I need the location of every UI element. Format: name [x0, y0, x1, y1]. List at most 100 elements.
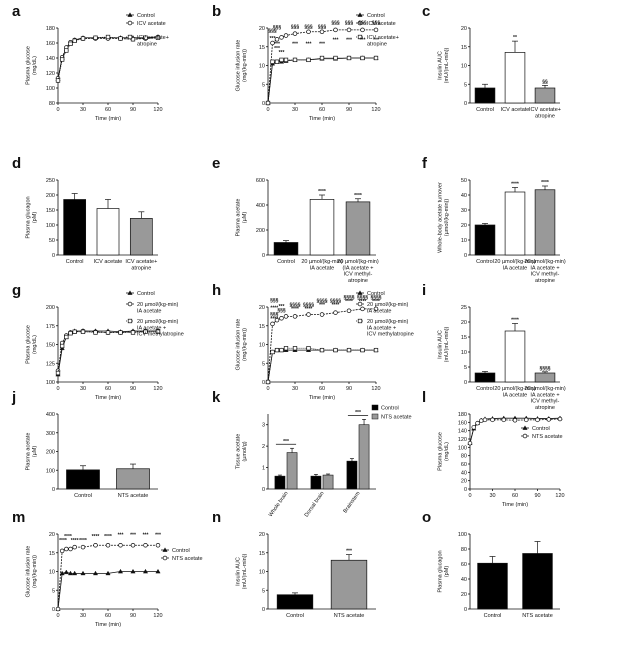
y-tick-label: 140 — [46, 56, 55, 62]
legend-label: 20 µmol/(kg-min) IA acetate — [367, 302, 409, 314]
data-point — [93, 542, 98, 548]
x-tick-label: 90 — [534, 493, 540, 499]
data-point — [155, 568, 161, 574]
x-tick-label: 90 — [346, 107, 352, 113]
significance-mark: §§§§ — [289, 302, 300, 308]
category-label: 20 µmol/(kg-min) IA acetate + ICV methyl-a… — [524, 259, 566, 284]
data-point — [55, 78, 61, 83]
data-point — [72, 329, 77, 334]
data-point — [265, 379, 271, 385]
y-tick-label: 160 — [46, 41, 55, 47]
data-point — [143, 329, 148, 334]
data-point — [270, 59, 275, 64]
y-tick-label: 200 — [256, 228, 265, 234]
panel-label: i — [422, 282, 426, 299]
x-tick-label: 90 — [346, 386, 352, 392]
bar — [96, 208, 120, 256]
legend-label: Control — [172, 548, 190, 554]
y-tick-label: 0 — [464, 380, 467, 386]
significance-mark: *** — [360, 38, 366, 44]
y-axis-label: Plasma glucose(mg/dL) — [26, 325, 38, 364]
data-point — [535, 417, 540, 423]
x-tick-label: 60 — [105, 613, 111, 619]
significance-mark: **** — [354, 193, 362, 199]
legend-label: NTS acetate — [172, 556, 203, 562]
bar — [474, 87, 496, 104]
bar — [504, 191, 526, 256]
x-tick-label: 0 — [56, 613, 59, 619]
data-point — [360, 347, 365, 353]
y-tick-label: 20 — [259, 532, 265, 538]
bar — [345, 201, 371, 256]
legend-marker — [127, 301, 133, 307]
data-point — [92, 570, 99, 576]
y-tick-label: 40 — [461, 470, 467, 476]
panel-c: c 0 5 10 15 20 Insulin AUC(mU/(mL-min)) Control… — [422, 3, 561, 119]
panel-h: h 0 5 10 15 20 Glucose infusion rate(mg/(kg-mi… — [212, 282, 414, 401]
significance-mark: **** — [345, 299, 353, 305]
significance-mark: §§§ — [277, 308, 286, 314]
panel-f: f 0 10 20 30 40 50 Whole-body acetate turnover(… — [422, 155, 566, 284]
y-tick-label: 3 — [262, 423, 265, 429]
significance-mark: §§§ — [358, 21, 367, 27]
data-point — [274, 36, 280, 42]
significance-mark: §§§§ — [316, 299, 327, 305]
significance-mark: §§§ — [372, 21, 381, 27]
y-tick-label: 180 — [46, 26, 55, 32]
bar — [477, 562, 508, 610]
x-tick-label: 60 — [105, 386, 111, 392]
y-tick-label: 80 — [461, 454, 467, 460]
y-tick-label: 250 — [46, 178, 55, 184]
data-point — [64, 334, 69, 340]
y-tick-label: 80 — [461, 547, 467, 553]
x-axis-label: Time (min) — [502, 502, 528, 508]
y-tick-label: 0 — [52, 607, 55, 613]
bar — [310, 475, 322, 490]
x-tick-label: 120 — [555, 493, 564, 499]
legend-marker — [127, 318, 133, 324]
significance-mark: **** — [332, 303, 340, 309]
panel-label: m — [12, 509, 25, 526]
panel-e: e 0 200 400 600 Plasma acetate(µM) Control ****… — [212, 155, 379, 284]
data-point — [319, 312, 325, 317]
data-point — [471, 425, 477, 430]
bar — [504, 52, 526, 104]
data-point — [557, 416, 563, 422]
significance-mark: §§§ — [268, 29, 277, 35]
x-axis-label: Time (min) — [309, 395, 335, 401]
significance-mark: **** — [318, 189, 326, 195]
y-tick-label: 0 — [464, 101, 467, 107]
legend-marker — [522, 433, 528, 439]
significance-mark: §§§ — [304, 24, 313, 30]
y-tick-label: 10 — [259, 64, 265, 70]
significance-mark: **** — [71, 538, 79, 544]
data-point — [346, 347, 352, 353]
y-tick-label: 400 — [46, 412, 55, 418]
series-line — [267, 349, 376, 383]
significance-mark: *** — [319, 41, 325, 47]
y-tick-label: 100 — [46, 468, 55, 474]
y-tick-label: 0 — [262, 380, 265, 386]
legend-marker — [357, 12, 363, 17]
y-tick-label: 15 — [259, 324, 265, 330]
data-point — [105, 330, 111, 335]
significance-mark: **** — [64, 534, 72, 540]
y-axis-label: Plasma acetate(µM) — [236, 199, 248, 237]
y-tick-label: 10 — [461, 350, 467, 356]
series-line — [57, 331, 158, 374]
data-point — [270, 349, 275, 355]
category-label: 20 µmol/(kg-min) (IA acetate + ICV methyl-… — [337, 259, 379, 284]
data-point — [274, 59, 280, 64]
panel-g: g 100 125 150 175 200 Plasma glucose(mg/dL) 0 30… — [12, 282, 184, 401]
y-tick-label: 15 — [259, 45, 265, 51]
x-tick-label: 0 — [56, 386, 59, 392]
y-tick-label: 140 — [458, 429, 467, 435]
data-point — [306, 312, 311, 317]
legend-marker — [357, 34, 363, 40]
x-tick-label: 30 — [292, 386, 298, 392]
significance-mark: §§ — [542, 79, 548, 85]
data-point — [306, 57, 311, 63]
y-axis-label: Plasma glucagon(pM) — [438, 550, 450, 592]
y-axis-label: Plasma glucagon(pM) — [26, 196, 38, 238]
